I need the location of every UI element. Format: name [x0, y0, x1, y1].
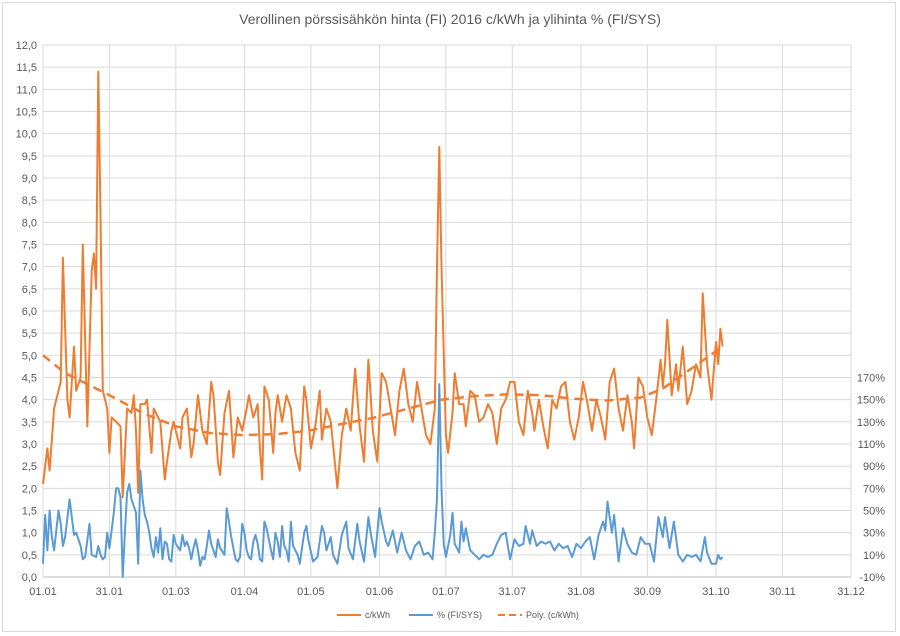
y-tick-label: 0,0 [22, 572, 37, 584]
series-line-premium [42, 383, 724, 578]
y-tick-label: 9,0 [22, 173, 37, 185]
x-tick-label: 30.09 [634, 586, 662, 598]
legend-label: % (FI/SYS) [437, 610, 482, 620]
y-tick-label: 11,5 [16, 62, 37, 74]
chart-title: Verollinen pörssisähkön hinta (FI) 2016 … [239, 11, 661, 27]
series-lines [42, 70, 724, 578]
legend: c/kWh % (FI/SYS) Poly. (c/kWh) [337, 610, 579, 620]
y-tick-label: 3,5 [22, 417, 37, 429]
series-line-price [42, 70, 724, 499]
x-tick-label: 31.07 [499, 586, 527, 598]
y-tick-label: 8,0 [22, 217, 37, 229]
y2-tick-label: 150% [857, 395, 885, 407]
y-tick-label: 5,5 [22, 328, 37, 340]
y-tick-label: 5,0 [22, 350, 37, 362]
y-tick-label: 4,5 [22, 373, 37, 385]
y-tick-label: 2,0 [22, 483, 37, 495]
y-tick-label: 10,0 [16, 129, 37, 141]
x-tick-label: 01.03 [162, 586, 190, 598]
x-tick-label: 31.12 [837, 586, 865, 598]
x-tick-label: 30.11 [769, 586, 796, 598]
x-tick-label: 01.05 [297, 586, 325, 598]
x-axis: 01.01 31.01 01.03 01.04 01.05 01.06 01.07 31.07… [29, 586, 865, 598]
y2-tick-label: 70% [863, 483, 885, 495]
left-axis: 0,0 0,5 1,0 1,5 2,0 2,5 3,0 3,5 4,0 4,5 5,0 5,5 6,0 6… [16, 40, 37, 584]
y-tick-label: 10,5 [16, 107, 37, 119]
y-tick-label: 2,5 [22, 461, 37, 473]
x-tick-label: 31.08 [567, 586, 595, 598]
y2-tick-label: -10% [859, 572, 885, 584]
y2-tick-label: 30% [863, 528, 885, 540]
x-tick-label: 01.07 [432, 586, 460, 598]
x-tick-label: 31.01 [96, 586, 124, 598]
y-tick-label: 4,0 [22, 395, 37, 407]
y-tick-label: 1,0 [22, 528, 37, 540]
gridlines [42, 44, 852, 578]
y-tick-label: 1,5 [22, 506, 37, 518]
x-tick-label: 01.01 [29, 586, 57, 598]
y-tick-label: 6,5 [22, 284, 37, 296]
y2-tick-label: 50% [863, 506, 885, 518]
y-tick-label: 9,5 [22, 151, 37, 163]
y-tick-label: 3,0 [22, 439, 37, 451]
y2-tick-label: 10% [863, 550, 885, 562]
y-tick-label: 6,0 [22, 306, 37, 318]
y-tick-label: 7,0 [22, 262, 37, 274]
y2-tick-label: 170% [857, 373, 885, 385]
x-tick-label: 01.04 [231, 586, 259, 598]
y2-tick-label: 130% [857, 417, 885, 429]
y-tick-label: 11,0 [16, 84, 37, 96]
y-tick-label: 0,5 [22, 550, 37, 562]
legend-label: c/kWh [365, 610, 390, 620]
legend-label: Poly. (c/kWh) [526, 610, 579, 620]
x-tick-label: 01.06 [366, 586, 394, 598]
y2-tick-label: 110% [858, 439, 886, 451]
y-tick-label: 7,5 [22, 240, 37, 252]
y-tick-label: 12,0 [16, 40, 37, 52]
right-axis: -10% 10% 30% 50% 70% 90% 110% 130% 150% 170% [857, 373, 885, 585]
series-line-trend [42, 345, 724, 437]
y2-tick-label: 90% [863, 461, 885, 473]
x-tick-label: 31.10 [702, 586, 730, 598]
y-tick-label: 8,5 [22, 195, 37, 207]
